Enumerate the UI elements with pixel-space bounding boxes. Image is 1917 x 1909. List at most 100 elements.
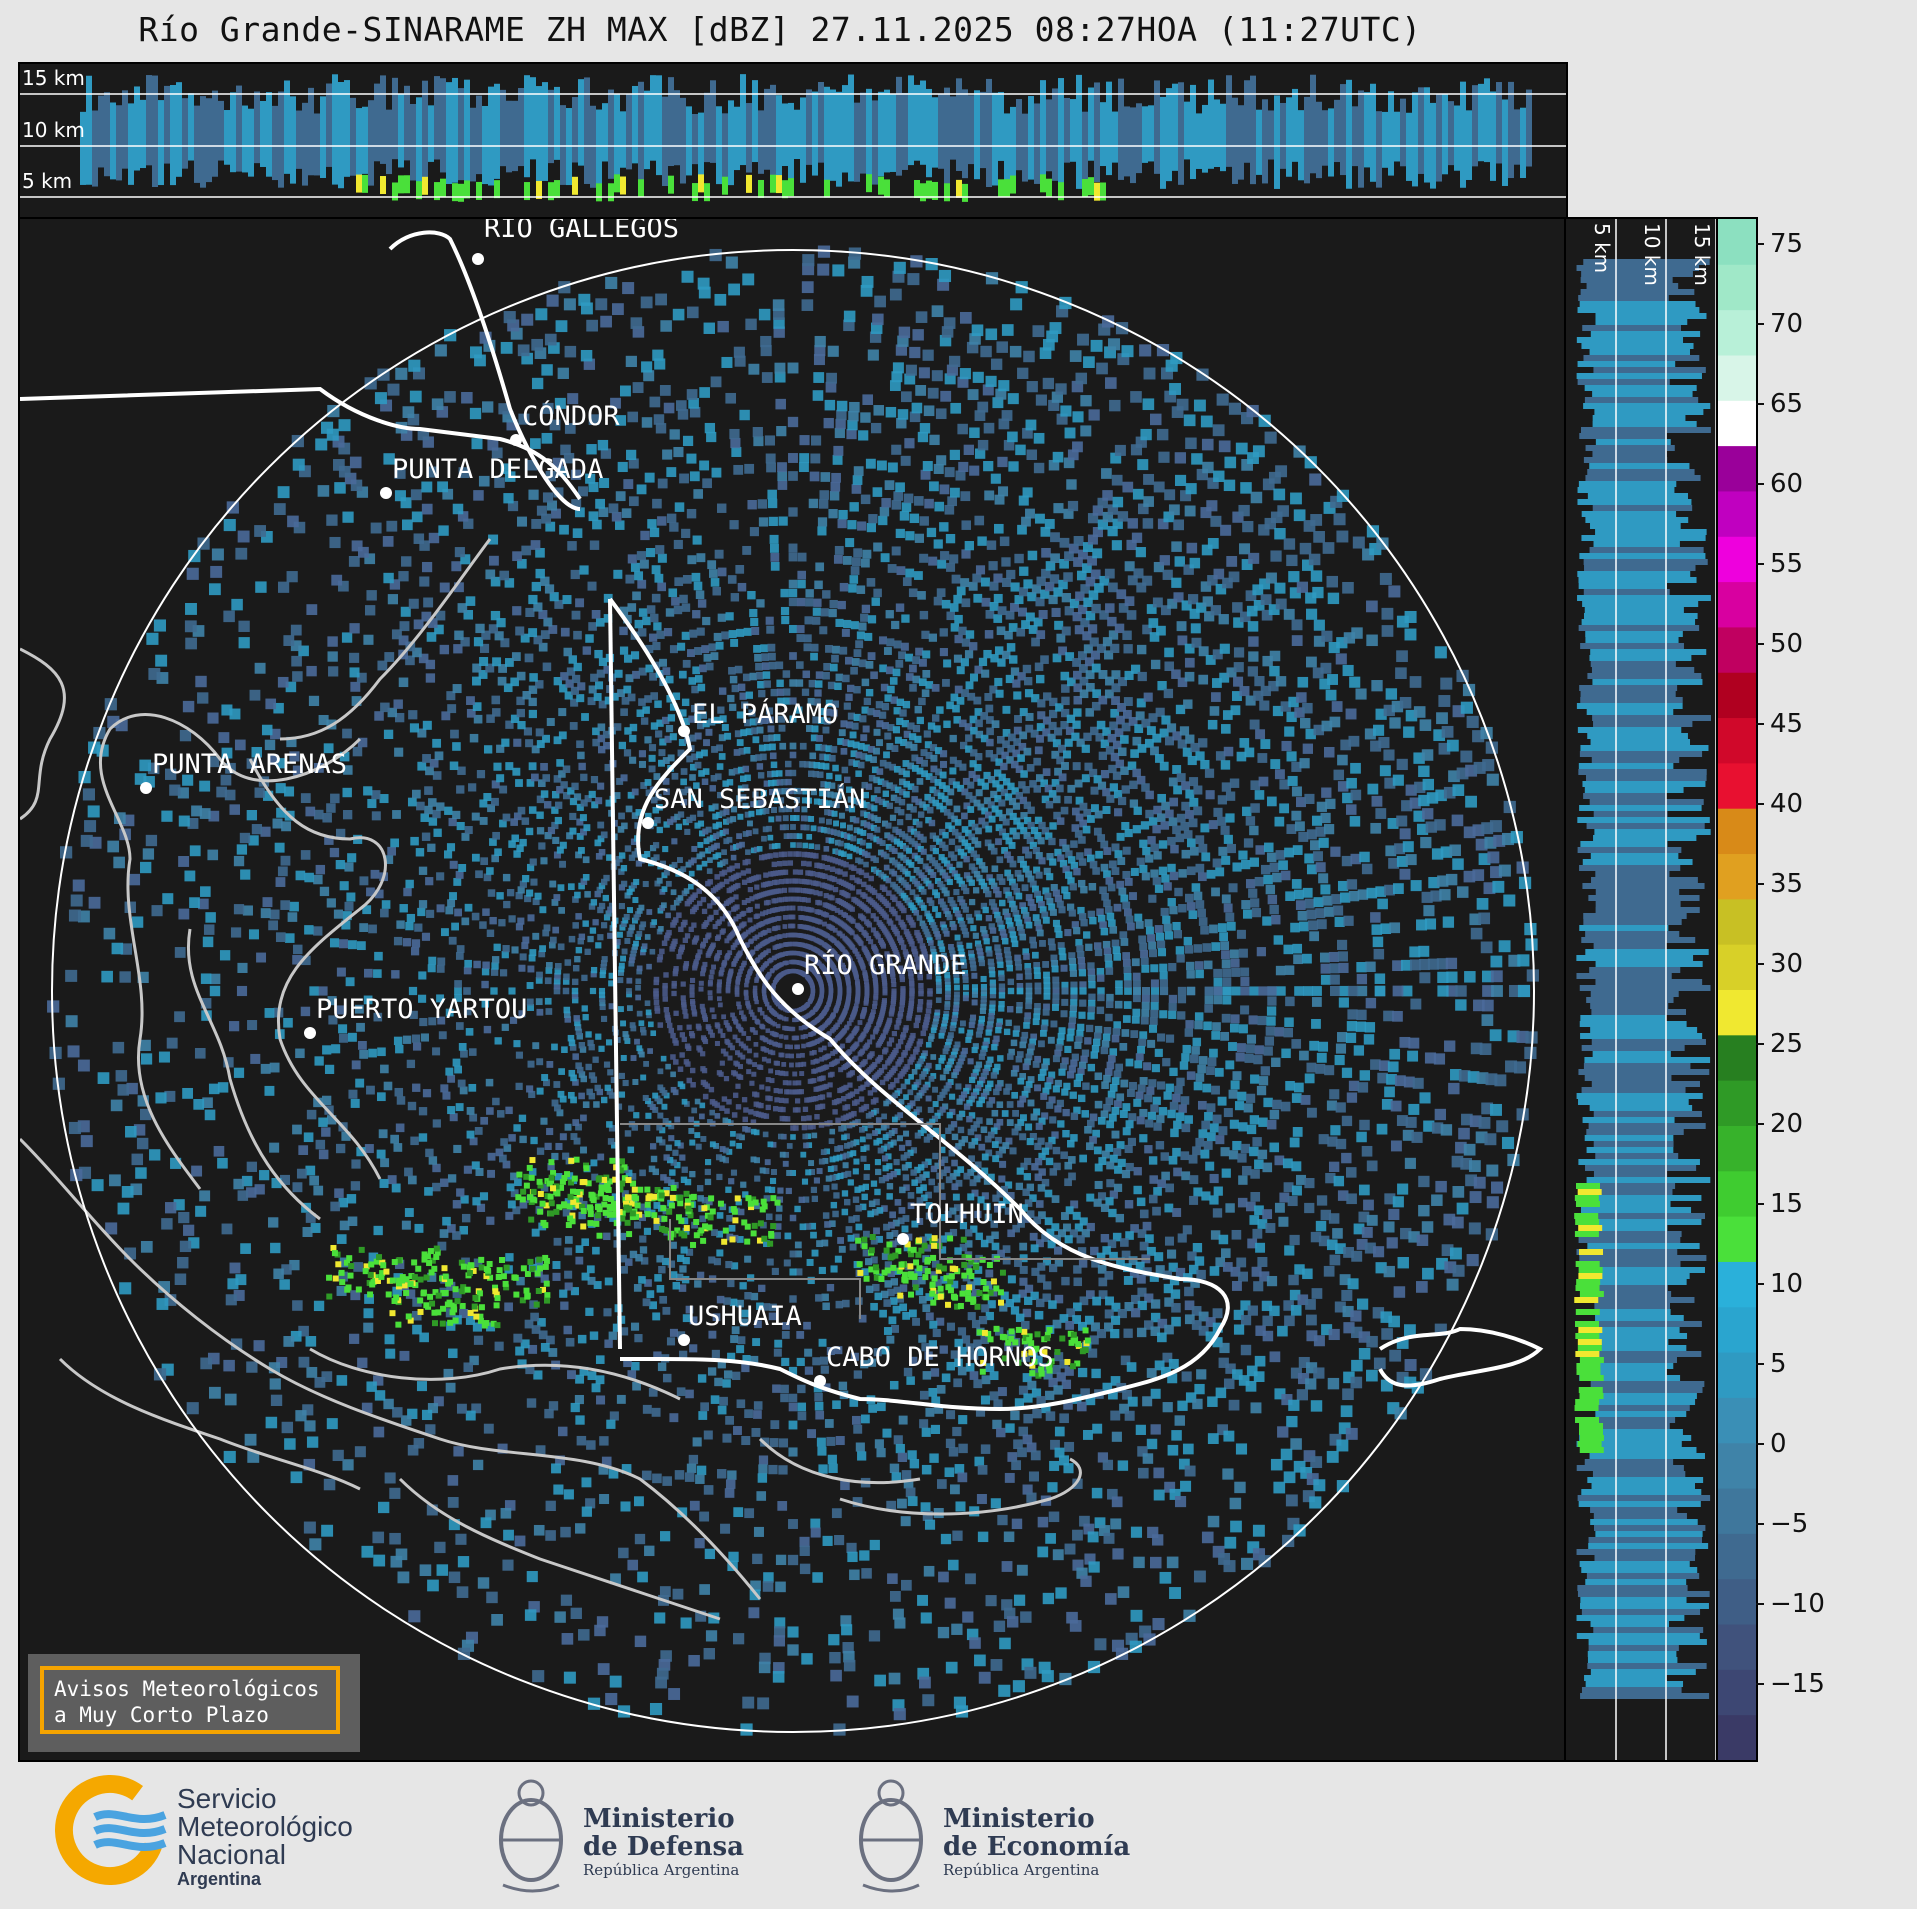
echo-cell <box>578 933 586 940</box>
profile-cell-strong <box>884 179 890 198</box>
echo-cell <box>656 1255 664 1263</box>
echo-cell <box>995 1150 1003 1158</box>
echo-cell <box>1043 1281 1052 1290</box>
profile-column <box>1034 103 1040 184</box>
echo-cell <box>603 1061 611 1068</box>
echo-cell <box>1067 1071 1075 1079</box>
echo-cell <box>822 1157 829 1164</box>
echo-cell <box>1063 1463 1074 1474</box>
echo-cell <box>1143 1062 1152 1071</box>
echo-cell <box>996 1118 1004 1126</box>
echo-cell <box>758 1455 769 1465</box>
echo-cell <box>326 898 336 908</box>
echo-cell <box>553 987 561 995</box>
echo-cell <box>1490 1103 1502 1116</box>
profile-cell-strong <box>824 179 830 198</box>
profile-column <box>1256 109 1262 175</box>
profile-column <box>1220 103 1226 172</box>
echo-cell <box>67 1045 80 1058</box>
echo-cell <box>752 1091 758 1097</box>
echo-cell <box>694 1132 701 1139</box>
profile-cell-strong <box>440 178 446 197</box>
echo-cell <box>744 1291 752 1300</box>
echo-cell <box>874 1159 881 1166</box>
echo-cell <box>1116 1141 1125 1150</box>
echo-cell <box>657 1362 667 1372</box>
profile-column <box>1016 99 1022 171</box>
profile-column <box>470 107 476 182</box>
echo-cell <box>606 1088 614 1095</box>
echo-cell <box>1159 1571 1172 1584</box>
echo-cell <box>497 1443 508 1454</box>
echo-cell <box>1265 1223 1276 1233</box>
echo-cell <box>303 1458 316 1471</box>
echo-cell <box>204 1109 216 1121</box>
profile-column <box>434 76 440 160</box>
echo-cell <box>899 1186 906 1194</box>
echo-cell <box>983 1202 991 1211</box>
echo-cell <box>860 1155 867 1162</box>
echo-cell <box>852 1497 863 1507</box>
echo-cell <box>437 957 446 966</box>
profile-column <box>962 89 968 179</box>
echo-cell <box>1250 1191 1261 1202</box>
echo-cell <box>1168 1358 1179 1369</box>
echo-cell <box>449 860 458 869</box>
echo-cell <box>1166 1249 1177 1259</box>
echo-cell <box>846 991 852 996</box>
profile-cell-strong <box>914 179 920 198</box>
echo-cell <box>892 1219 900 1227</box>
echo-cell <box>573 1137 581 1145</box>
profile-cell-strong <box>920 183 926 202</box>
echo-cell <box>630 1322 640 1331</box>
echo-cell <box>246 1161 258 1172</box>
echo-cell <box>1151 1064 1160 1073</box>
echo-cell <box>535 976 543 984</box>
echo-cell <box>1384 1193 1396 1205</box>
echo-cell <box>901 1579 912 1591</box>
echo-cell <box>137 1095 149 1107</box>
echo-cell <box>734 987 740 993</box>
echo-cell <box>418 1107 428 1116</box>
echo-cell <box>629 1250 638 1259</box>
echo-cell <box>454 994 462 1002</box>
echo-cell <box>695 1610 707 1622</box>
profile-column <box>692 113 698 165</box>
echo-cell <box>1019 1133 1027 1141</box>
echo-cell <box>1046 1101 1054 1109</box>
profile-column <box>974 90 980 180</box>
echo-cell <box>799 1563 811 1575</box>
echo-cell <box>553 1081 561 1088</box>
echo-cell <box>965 1084 972 1091</box>
echo-cell <box>1456 1202 1469 1215</box>
echo-cell <box>1097 1116 1106 1125</box>
echo-cell <box>522 875 530 883</box>
echo-cell <box>1347 1009 1358 1020</box>
echo-cell <box>1172 1093 1181 1103</box>
echo-cell <box>437 1241 447 1251</box>
profile-column <box>656 75 662 176</box>
echo-cell <box>464 959 472 968</box>
echo-cell <box>298 1356 310 1368</box>
echo-cell <box>642 1298 651 1307</box>
echo-cell <box>813 1058 819 1064</box>
echo-cell <box>1017 1100 1024 1108</box>
echo-cell <box>862 1183 870 1191</box>
echo-cell <box>710 1395 720 1404</box>
echo-cell <box>671 980 677 987</box>
profile-column <box>968 95 974 165</box>
echo-cell <box>1205 1331 1216 1342</box>
echo-cell <box>649 948 656 955</box>
echo-cell <box>310 1223 321 1233</box>
echo-cell <box>893 1077 900 1084</box>
echo-cell <box>750 1119 757 1125</box>
echo-cell <box>1058 1229 1067 1238</box>
echo-cell <box>573 1015 580 1022</box>
echo-cell <box>925 1212 933 1220</box>
echo-cell <box>1037 1262 1046 1271</box>
echo-cell <box>1210 1230 1221 1240</box>
echo-cell <box>1002 1142 1010 1150</box>
profile-column <box>230 92 236 173</box>
echo-cell <box>1123 1276 1133 1285</box>
echo-cell <box>653 1202 661 1209</box>
